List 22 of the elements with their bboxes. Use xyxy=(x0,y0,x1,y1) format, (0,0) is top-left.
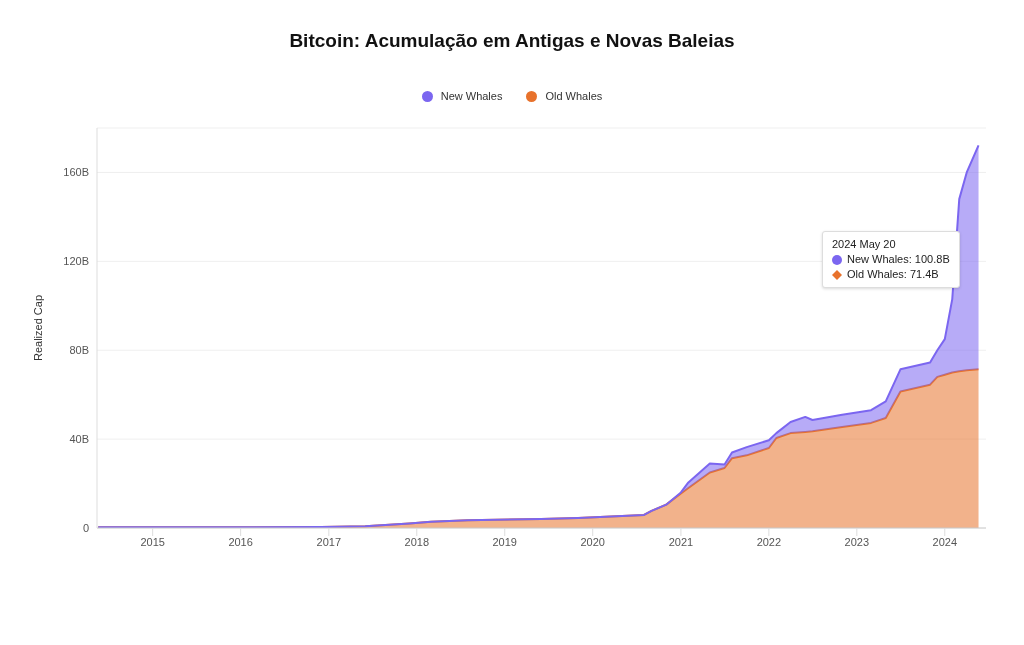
annotation: Old Whales: 71.4B xyxy=(847,267,939,282)
x-tick-label: 2020 xyxy=(580,535,605,548)
x-tick-label: 2015 xyxy=(140,535,165,548)
x-tick-label: 2021 xyxy=(668,535,694,548)
chart-title: Bitcoin: Acumulação em Antigas e Novas Baleias xyxy=(288,30,736,52)
y-axis-title: Realized Cap xyxy=(31,294,44,362)
annotation: 2024 May 20 xyxy=(832,237,896,252)
x-tick-label: 2018 xyxy=(404,535,430,548)
x-tick-label: 2023 xyxy=(844,535,870,548)
y-tick-label: 0 xyxy=(82,521,89,534)
x-tick-label: 2024 xyxy=(932,535,958,548)
annotation: New Whales: 100.8B xyxy=(847,252,950,267)
x-tick-label: 2022 xyxy=(756,535,782,548)
y-tick-label: 160B xyxy=(63,166,89,179)
x-tick-label: 2019 xyxy=(492,535,517,548)
y-tick-label: 40B xyxy=(69,433,89,446)
x-tick-label: 2016 xyxy=(228,535,253,548)
x-tick-label: 2017 xyxy=(316,535,342,548)
y-tick-label: 80B xyxy=(69,344,89,357)
legend-label: New Whales xyxy=(440,90,503,102)
legend-label: Old Whales xyxy=(545,90,603,102)
y-tick-label: 120B xyxy=(63,255,89,268)
